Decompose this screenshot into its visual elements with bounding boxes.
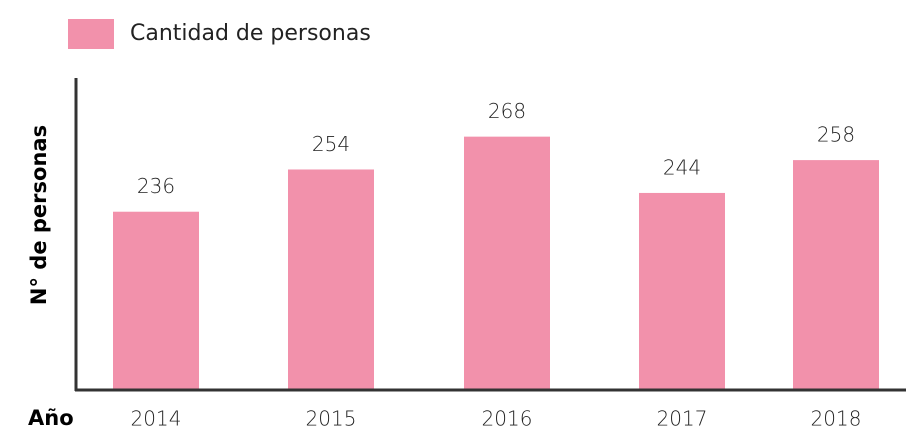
bar xyxy=(639,192,725,390)
value-label: 258 xyxy=(817,123,855,147)
bar xyxy=(113,211,199,390)
x-tick-label: 2018 xyxy=(811,407,862,431)
value-label: 244 xyxy=(663,155,701,179)
legend-swatch xyxy=(68,19,114,49)
bar xyxy=(464,136,550,390)
x-axis-label: Año xyxy=(28,406,74,430)
x-tick-label: 2016 xyxy=(482,407,533,431)
y-axis-label: N° de personas xyxy=(27,125,51,305)
x-tick-label: 2015 xyxy=(306,407,357,431)
value-label: 236 xyxy=(137,174,175,198)
bar xyxy=(288,169,374,390)
bar xyxy=(793,160,879,390)
x-tick-label: 2014 xyxy=(131,407,182,431)
legend-label: Cantidad de personas xyxy=(130,21,371,46)
x-tick-label: 2017 xyxy=(657,407,708,431)
value-label: 254 xyxy=(312,132,350,156)
value-label: 268 xyxy=(488,99,526,123)
